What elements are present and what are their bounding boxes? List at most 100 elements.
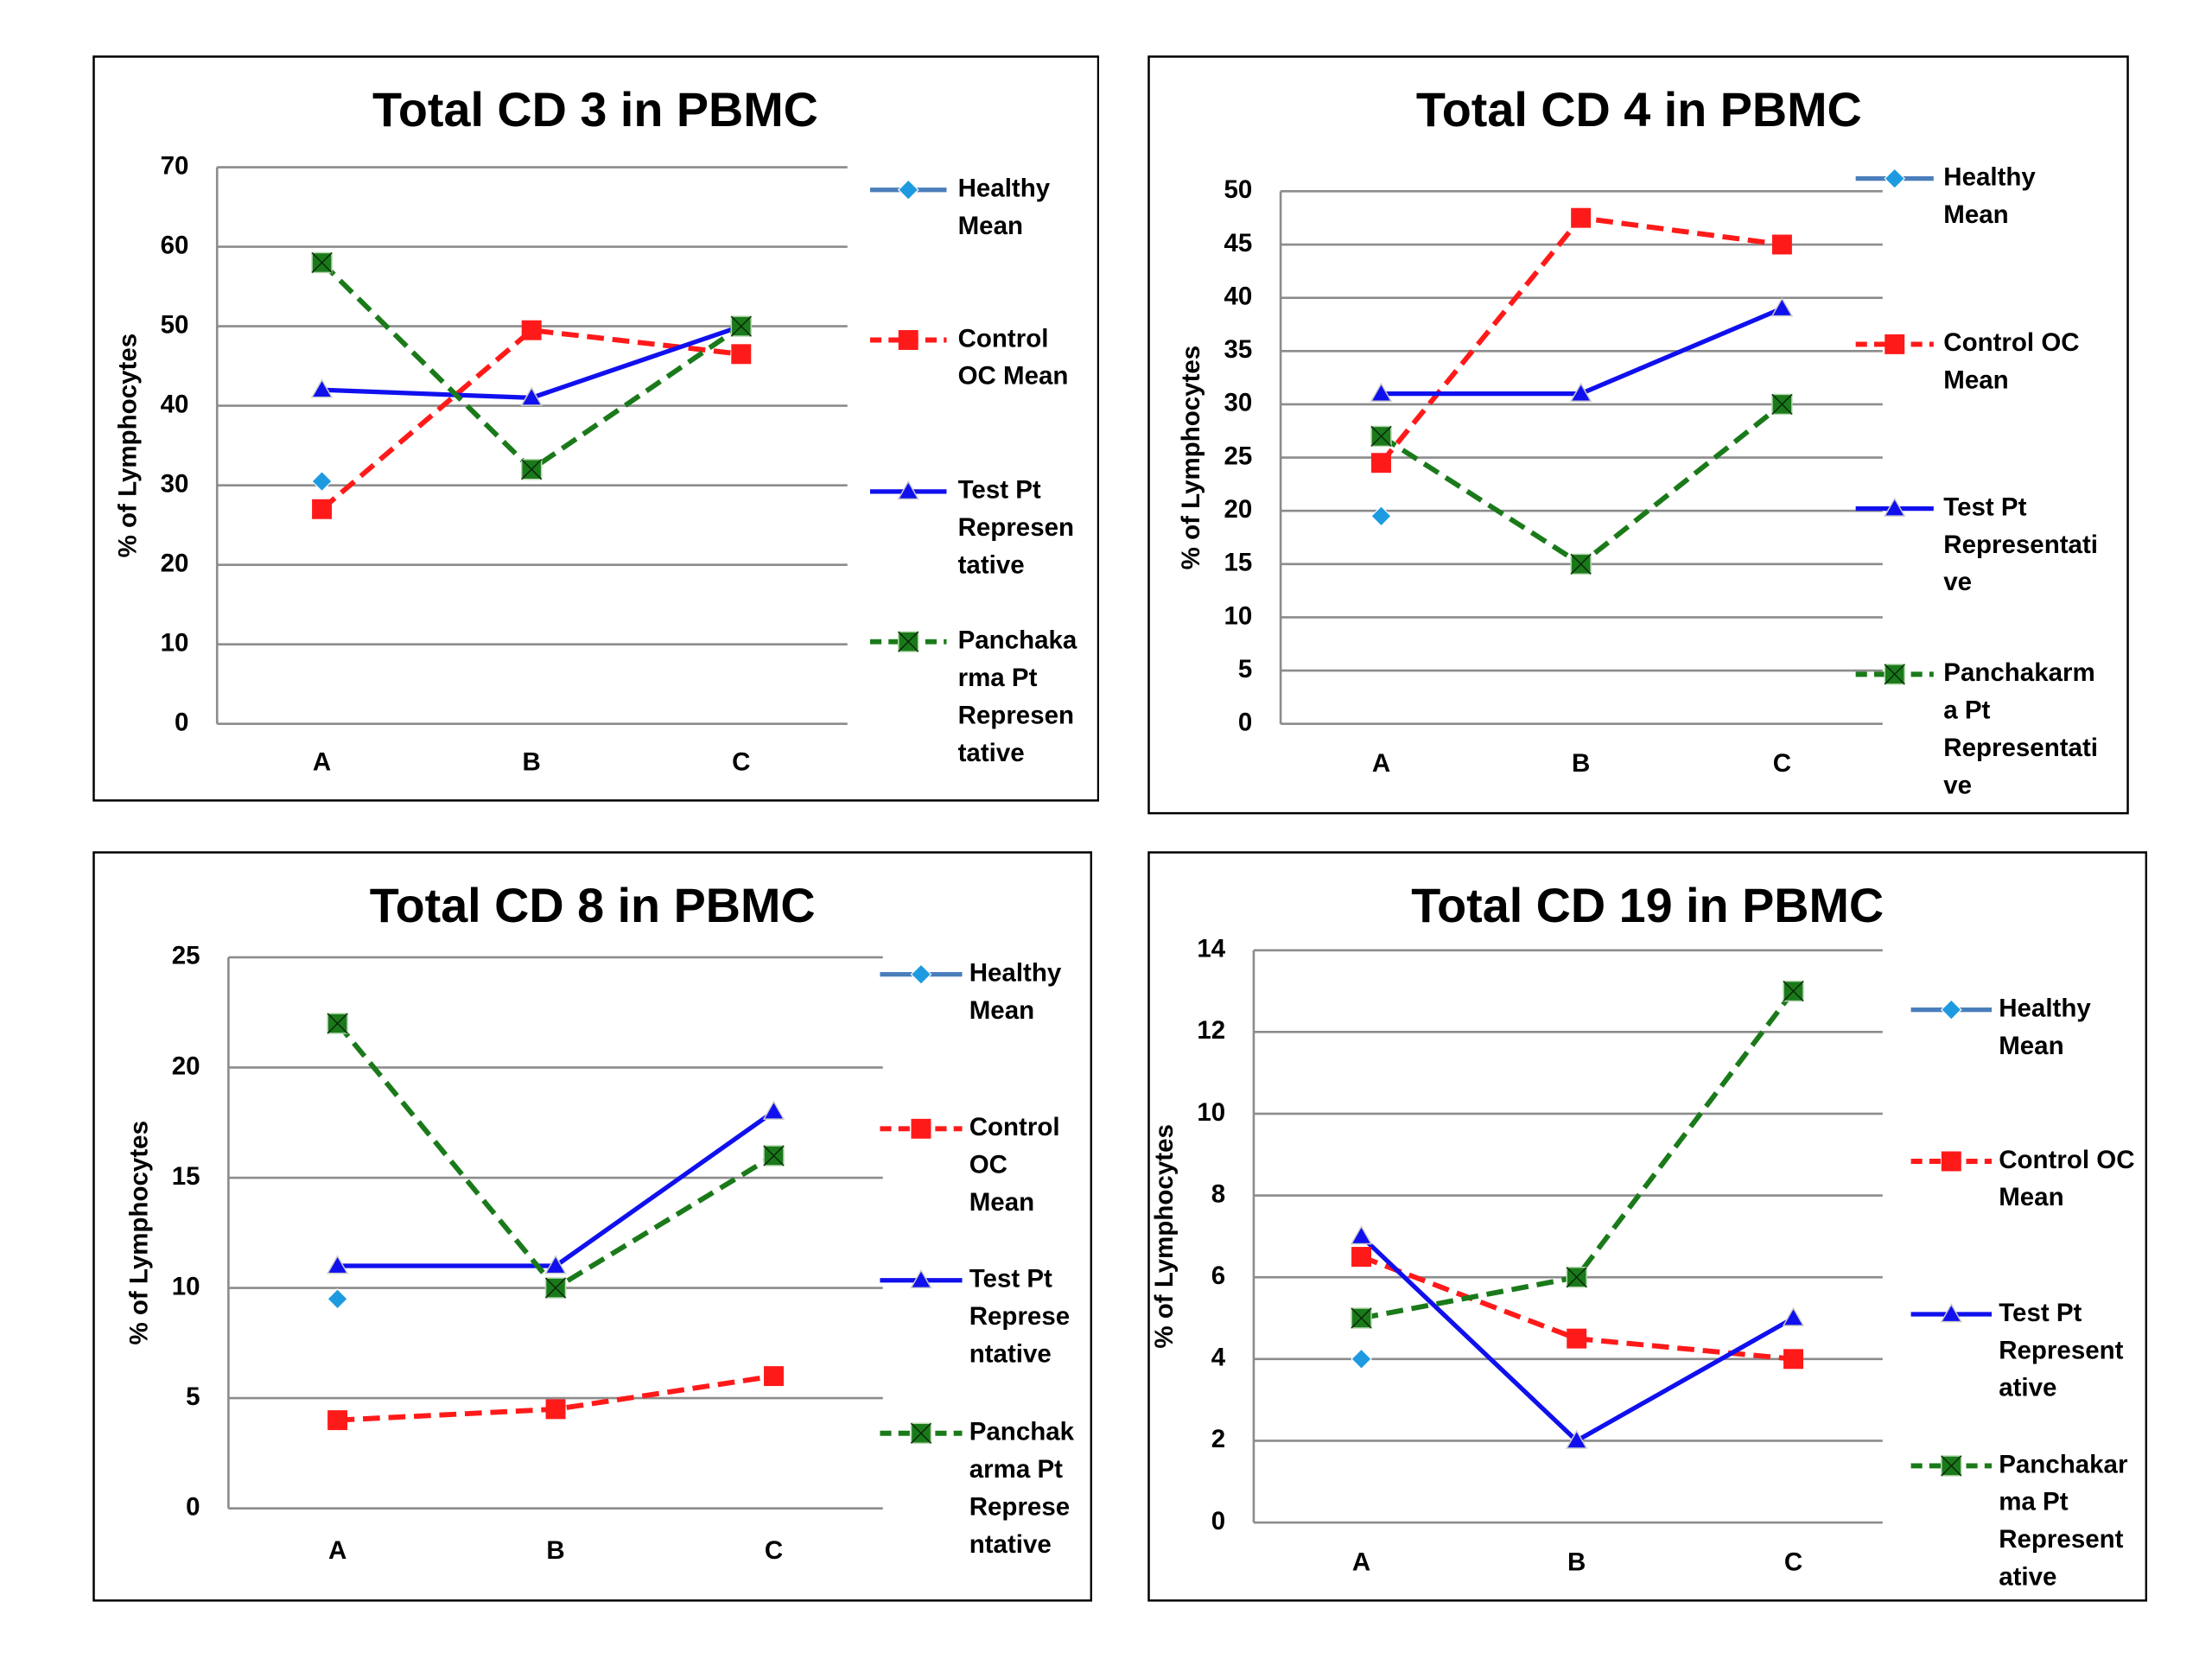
- data-point-test-pt-representative-b: [1565, 1429, 1588, 1449]
- x-tick-labels: A B C: [1352, 1548, 1802, 1577]
- data-point-control-oc-mean-a: [1351, 1247, 1371, 1268]
- y-tick-label: 70: [160, 151, 188, 180]
- y-tick-label: 10: [1224, 601, 1252, 630]
- legend-marker-panchakarma-pt-representative: [910, 1422, 931, 1445]
- chart-title: Total CD 19 in PBMC: [1411, 879, 1884, 932]
- y-tick-label: 50: [160, 310, 188, 339]
- legend-label-line: OC Mean: [957, 362, 1068, 391]
- y-tick-label: 10: [160, 628, 188, 657]
- legend-label-line: Healthy: [1999, 995, 2091, 1023]
- legend-label-line: tative: [957, 551, 1024, 580]
- legend-label-line: ma Pt: [1999, 1488, 2069, 1516]
- x-tick-label-b: B: [1567, 1548, 1586, 1577]
- legend-label-line: ative: [1999, 1374, 2056, 1402]
- legend-label-line: Mean: [1999, 1183, 2063, 1211]
- x-tick-label-a: A: [1372, 749, 1390, 778]
- data-point-panchakarma-pt-representative-c: [1783, 981, 1804, 1002]
- y-tick-label: 35: [1224, 335, 1252, 364]
- data-point-test-pt-representative-a: [1370, 382, 1393, 402]
- y-tick-label: 12: [1197, 1016, 1225, 1045]
- y-tick-label: 20: [171, 1052, 200, 1081]
- legend-item-panchakarma-pt-representative: Panchaka rma Pt Represen tative: [869, 626, 1077, 767]
- chart-title: Total CD 3 in PBMC: [372, 83, 818, 137]
- legend-marker-control-oc-mean: [898, 329, 918, 350]
- y-axis-label: % of Lymphocytes: [1177, 346, 1205, 570]
- legend-label-line: Test Pt: [1999, 1299, 2082, 1327]
- legend-marker-control-oc-mean: [1885, 334, 1905, 354]
- data-point-control-oc-mean-a: [1370, 453, 1391, 474]
- data-point-panchakarma-pt-representative-b: [1566, 1267, 1587, 1288]
- legend-marker-healthy-mean: [1884, 168, 1905, 189]
- x-tick-label-c: C: [764, 1536, 782, 1565]
- data-point-healthy-mean-a: [1370, 505, 1392, 527]
- legend-label-line: Control OC: [1999, 1146, 2134, 1174]
- data-point-panchakarma-pt-representative-b: [520, 458, 542, 480]
- legend-label-line: Control: [969, 1113, 1059, 1141]
- y-tick-label: 5: [186, 1382, 200, 1411]
- y-tick-label: 15: [1224, 549, 1252, 577]
- y-axis-label: % of Lymphocytes: [1150, 1124, 1179, 1349]
- x-tick-label-b: B: [522, 747, 540, 776]
- y-tick-label: 50: [1224, 175, 1252, 204]
- y-tick-label: 5: [1238, 655, 1252, 683]
- y-tick-labels: 0 10 20 30 40 50 60 70: [160, 151, 188, 736]
- y-tick-labels: 0 2 4 6 8 10 12 14: [1197, 935, 1225, 1535]
- legend-label-line: Mean: [969, 1188, 1033, 1217]
- legend-marker-healthy-mean: [910, 963, 931, 986]
- legend: Healthy Mean Control OC Mean Test Pt Represen…: [1855, 162, 2098, 799]
- series-markers: [310, 251, 753, 519]
- legend-label-line: OC: [969, 1151, 1007, 1179]
- data-point-control-oc-mean-c: [1771, 234, 1792, 255]
- x-tick-label-b: B: [546, 1536, 564, 1565]
- legend-marker-test-pt-representative: [1883, 497, 1906, 517]
- data-point-control-oc-mean-b: [1567, 1328, 1587, 1349]
- data-point-panchakarma-pt-representative-a: [1370, 425, 1392, 448]
- data-point-healthy-mean-a: [326, 1288, 348, 1310]
- legend-label-line: tative: [957, 739, 1024, 767]
- y-tick-label: 10: [1197, 1098, 1225, 1127]
- legend-label-line: Mean: [1999, 1032, 2063, 1060]
- data-point-panchakarma-pt-representative-b: [1570, 553, 1592, 575]
- data-point-control-oc-mean-c: [1783, 1349, 1803, 1370]
- legend-label-line: ve: [1943, 568, 1972, 596]
- x-tick-labels: A B C: [327, 1536, 782, 1565]
- legend-marker-panchakarma-pt-representative: [1940, 1455, 1962, 1477]
- legend-label-line: a Pt: [1943, 696, 1990, 725]
- data-point-panchakarma-pt-representative-a: [326, 1013, 348, 1034]
- legend-label-line: Test Pt: [1943, 493, 2026, 521]
- data-point-control-oc-mean-b: [1570, 207, 1591, 228]
- x-tick-label-a: A: [312, 747, 330, 776]
- y-tick-label: 40: [1224, 282, 1252, 310]
- legend-label-line: Represent: [1999, 1337, 2123, 1365]
- chart-panel-2: Total CD 4 in PBMC 0 5 10 15 20 25 30 35 40 45 50 % …: [1147, 55, 2129, 815]
- y-tick-label: 60: [160, 231, 188, 259]
- legend-item-control-oc-mean: Control OC Mean: [1910, 1146, 2134, 1211]
- legend-label-line: rma Pt: [957, 664, 1037, 692]
- y-tick-label: 20: [1224, 495, 1252, 524]
- legend-marker-test-pt-representative: [1940, 1303, 1962, 1323]
- legend-label-line: Mean: [957, 212, 1022, 240]
- legend-marker-panchakarma-pt-representative: [897, 631, 918, 652]
- y-tick-label: 0: [175, 708, 188, 736]
- series-line-control-oc-mean: [320, 327, 741, 512]
- y-tick-labels: 0 5 10 15 20 25: [171, 942, 200, 1522]
- data-point-control-oc-mean-c: [763, 1366, 784, 1387]
- y-tick-label: 15: [171, 1162, 200, 1191]
- data-point-test-pt-representative-b: [1569, 382, 1592, 402]
- y-axis-label: % of Lymphocytes: [124, 1121, 153, 1345]
- y-tick-label: 30: [1224, 389, 1252, 417]
- x-tick-labels: A B C: [312, 747, 750, 776]
- legend-label-line: Test Pt: [957, 476, 1040, 505]
- data-point-control-oc-mean-b: [545, 1399, 566, 1420]
- y-tick-label: 20: [160, 549, 188, 577]
- legend-marker-control-oc-mean: [1941, 1151, 1961, 1172]
- data-point-panchakarma-pt-representative-a: [1351, 1307, 1372, 1329]
- series-markers: [1350, 981, 1805, 1449]
- y-tick-label: 30: [160, 469, 188, 498]
- legend-label-line: ntative: [969, 1530, 1051, 1559]
- legend-item-test-pt-representative: Test Pt Represen tative: [869, 476, 1074, 580]
- chart-frame: [92, 851, 1092, 1602]
- data-point-healthy-mean-a: [310, 470, 333, 493]
- y-tick-label: 6: [1211, 1262, 1225, 1290]
- y-axis-label: % of Lymphocytes: [113, 334, 142, 558]
